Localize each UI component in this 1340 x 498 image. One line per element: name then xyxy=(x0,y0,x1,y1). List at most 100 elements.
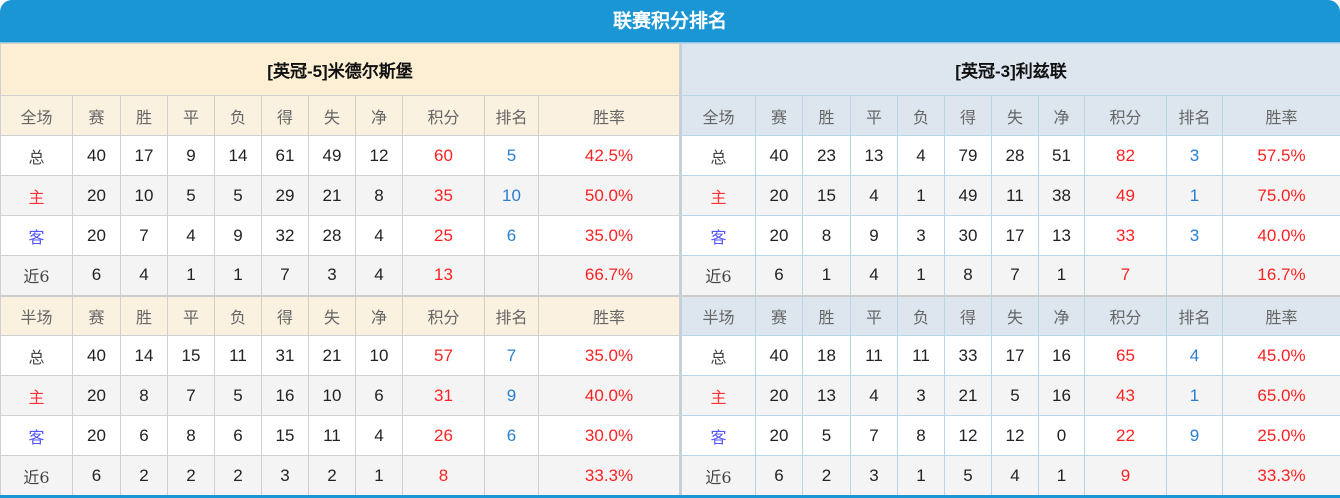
draws-cell: 11 xyxy=(850,335,898,376)
points-cell: 7 xyxy=(1084,255,1167,296)
table-row-total: 总 40 18 11 11 33 17 16 65 4 45.0% xyxy=(681,335,1340,376)
goal-diff-cell: 12 xyxy=(355,135,403,176)
losses-cell: 3 xyxy=(897,375,945,416)
row-label: 近6 xyxy=(0,455,73,495)
rank-cell: 10 xyxy=(484,175,539,216)
goal-diff-cell: 1 xyxy=(355,455,403,495)
table-row-recent: 近6 6 1 4 1 8 7 1 7 16.7% xyxy=(681,255,1340,296)
games-cell: 20 xyxy=(72,215,121,256)
losses-cell: 14 xyxy=(214,135,262,176)
games-cell: 20 xyxy=(755,375,803,416)
wins-cell: 13 xyxy=(802,375,851,416)
points-cell: 57 xyxy=(402,335,485,376)
win-rate-cell: 25.0% xyxy=(1221,415,1340,456)
goal-diff-cell: 13 xyxy=(1038,215,1085,256)
goals-against-cell: 49 xyxy=(308,135,356,176)
goals-against-cell: 12 xyxy=(991,415,1039,456)
column-header-points: 积分 xyxy=(1084,95,1167,136)
wins-cell: 7 xyxy=(120,215,168,256)
row-label: 主 xyxy=(681,175,756,216)
column-header-goals-against: 失 xyxy=(991,294,1039,336)
goals-against-cell: 11 xyxy=(991,175,1039,216)
losses-cell: 1 xyxy=(897,455,945,495)
games-cell: 6 xyxy=(755,455,803,495)
column-header-wins: 胜 xyxy=(802,294,851,336)
table-row-away: 客 20 6 8 6 15 11 4 26 6 30.0% xyxy=(0,415,681,456)
rank-cell: 9 xyxy=(1166,415,1223,456)
goal-diff-cell: 8 xyxy=(355,175,403,216)
goal-diff-cell: 38 xyxy=(1038,175,1085,216)
rank-cell: 3 xyxy=(1166,215,1223,256)
goal-diff-cell: 4 xyxy=(355,255,403,296)
row-label: 近6 xyxy=(681,455,756,495)
wins-cell: 6 xyxy=(120,415,168,456)
rank-cell xyxy=(1166,455,1223,495)
games-cell: 40 xyxy=(755,335,803,376)
column-header-goals-for: 得 xyxy=(944,294,992,336)
draws-cell: 9 xyxy=(850,215,898,256)
column-header-draws: 平 xyxy=(850,294,898,336)
wins-cell: 8 xyxy=(120,375,168,416)
rank-cell: 4 xyxy=(1166,335,1223,376)
points-cell: 49 xyxy=(1084,175,1167,216)
column-header-win-rate: 胜率 xyxy=(1221,294,1340,336)
column-header-wins: 胜 xyxy=(120,95,168,136)
draws-cell: 4 xyxy=(850,175,898,216)
rank-cell xyxy=(484,255,539,296)
column-header-goals-for: 得 xyxy=(261,95,309,136)
games-cell: 20 xyxy=(72,175,121,216)
column-header-goal-diff: 净 xyxy=(1038,95,1085,136)
goal-diff-cell: 1 xyxy=(1038,255,1085,296)
column-header-points: 积分 xyxy=(1084,294,1167,336)
rank-cell: 7 xyxy=(484,335,539,376)
wins-cell: 23 xyxy=(802,135,851,176)
losses-cell: 5 xyxy=(214,375,262,416)
games-cell: 40 xyxy=(72,335,121,376)
games-cell: 40 xyxy=(72,135,121,176)
column-header-draws: 平 xyxy=(167,294,215,336)
goal-diff-cell: 10 xyxy=(355,335,403,376)
wins-cell: 8 xyxy=(802,215,851,256)
column-header-goal-diff: 净 xyxy=(1038,294,1085,336)
table-row-total: 总 40 17 9 14 61 49 12 60 5 42.5% xyxy=(0,135,681,176)
goals-for-cell: 33 xyxy=(944,335,992,376)
row-label: 主 xyxy=(0,375,73,416)
rank-cell: 5 xyxy=(484,135,539,176)
column-header-points: 积分 xyxy=(402,95,485,136)
games-cell: 20 xyxy=(755,415,803,456)
goal-diff-cell: 4 xyxy=(355,415,403,456)
team-name: [英冠-5]米德尔斯堡 xyxy=(0,43,681,96)
goals-against-cell: 17 xyxy=(991,335,1039,376)
column-header-losses: 负 xyxy=(897,294,945,336)
column-header-wins: 胜 xyxy=(802,95,851,136)
column-header-games: 赛 xyxy=(72,294,121,336)
wins-cell: 1 xyxy=(802,255,851,296)
points-cell: 9 xyxy=(1084,455,1167,495)
row-label: 总 xyxy=(0,335,73,376)
goal-diff-cell: 1 xyxy=(1038,455,1085,495)
goals-for-cell: 61 xyxy=(261,135,309,176)
column-header-wins: 胜 xyxy=(120,294,168,336)
column-header-goal-diff: 净 xyxy=(355,294,403,336)
win-rate-cell: 35.0% xyxy=(537,215,681,256)
row-label: 总 xyxy=(681,135,756,176)
draws-cell: 7 xyxy=(167,375,215,416)
goal-diff-cell: 6 xyxy=(355,375,403,416)
points-cell: 31 xyxy=(402,375,485,416)
rank-cell: 1 xyxy=(1166,375,1223,416)
row-label: 近6 xyxy=(0,255,73,296)
goals-for-cell: 15 xyxy=(261,415,309,456)
draws-cell: 1 xyxy=(167,255,215,296)
column-header-rank: 排名 xyxy=(1166,294,1223,336)
standings-table: [英冠-5]米德尔斯堡 全场赛胜平负得失净积分 排名 胜率总 40 17 9 14 61 49 12… xyxy=(0,43,681,495)
points-cell: 43 xyxy=(1084,375,1167,416)
column-header-points: 积分 xyxy=(402,294,485,336)
losses-cell: 3 xyxy=(897,215,945,256)
goals-against-cell: 11 xyxy=(308,415,356,456)
column-header-rank: 排名 xyxy=(484,95,539,136)
draws-cell: 4 xyxy=(167,215,215,256)
column-header-goals-against: 失 xyxy=(308,95,356,136)
away-team-standings: [英冠-3]利兹联 全场赛胜平负得失净积分 排名 胜率总 40 23 13 4 79 28 51 82… xyxy=(680,43,1340,495)
win-rate-cell: 57.5% xyxy=(1221,135,1340,176)
